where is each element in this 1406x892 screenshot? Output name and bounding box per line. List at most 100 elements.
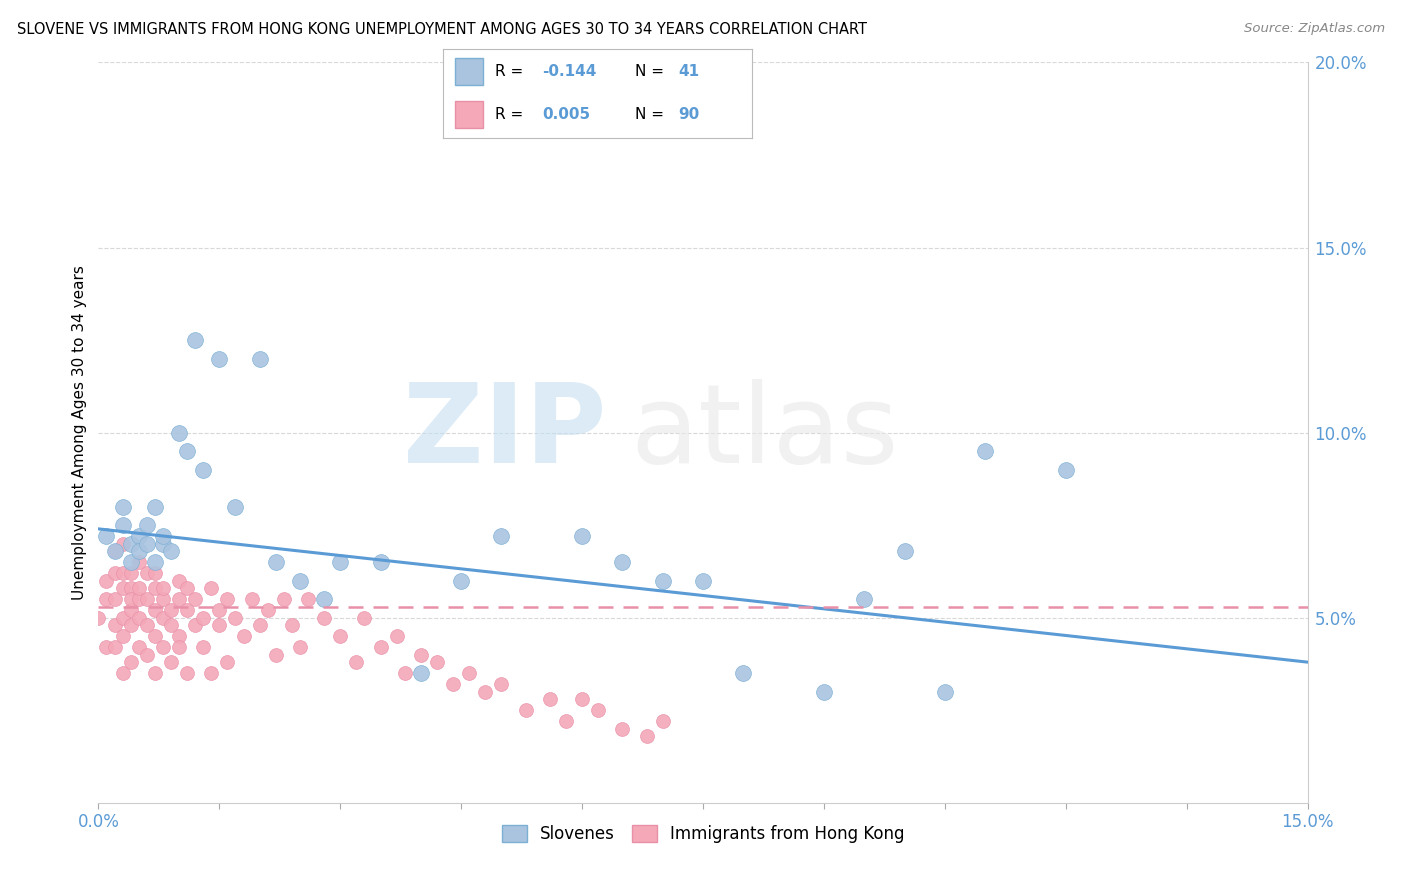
Point <box>143 603 166 617</box>
Point <box>160 603 183 617</box>
Point <box>217 592 239 607</box>
Point <box>143 581 166 595</box>
Point <box>256 603 278 617</box>
Point <box>111 566 134 581</box>
Point <box>353 610 375 624</box>
Point <box>586 703 609 717</box>
Point <box>264 555 287 569</box>
Point <box>167 425 190 440</box>
Legend: Slovenes, Immigrants from Hong Kong: Slovenes, Immigrants from Hong Kong <box>495 819 911 850</box>
Point <box>344 655 367 669</box>
Point <box>385 629 408 643</box>
Point <box>176 666 198 681</box>
Point <box>692 574 714 588</box>
Point <box>120 566 142 581</box>
Point <box>111 610 134 624</box>
Point <box>636 729 658 743</box>
Text: 90: 90 <box>678 107 699 121</box>
Point <box>441 677 464 691</box>
Point <box>249 618 271 632</box>
Point <box>152 592 174 607</box>
FancyBboxPatch shape <box>456 58 484 85</box>
Point <box>208 618 231 632</box>
Point <box>538 692 561 706</box>
Point <box>120 592 142 607</box>
Point <box>167 592 190 607</box>
Point <box>288 640 311 655</box>
Point <box>200 666 222 681</box>
Point <box>612 722 634 736</box>
Point <box>152 529 174 543</box>
Point <box>96 640 118 655</box>
Point <box>111 581 134 595</box>
Point <box>120 581 142 595</box>
Text: atlas: atlas <box>630 379 898 486</box>
Point <box>893 544 915 558</box>
Point <box>281 618 304 632</box>
Text: 0.005: 0.005 <box>541 107 591 121</box>
Text: Source: ZipAtlas.com: Source: ZipAtlas.com <box>1244 22 1385 36</box>
Point <box>128 555 150 569</box>
Point <box>297 592 319 607</box>
Point <box>193 462 215 476</box>
FancyBboxPatch shape <box>456 101 484 128</box>
Point <box>184 618 207 632</box>
Point <box>193 610 215 624</box>
Point <box>176 581 198 595</box>
Point <box>571 692 593 706</box>
Point <box>450 574 472 588</box>
Point <box>128 592 150 607</box>
Point <box>143 666 166 681</box>
Point <box>135 518 157 533</box>
Point <box>224 610 246 624</box>
Point <box>135 566 157 581</box>
Text: N =: N = <box>634 107 664 121</box>
Point <box>426 655 449 669</box>
Point <box>96 592 118 607</box>
Point <box>217 655 239 669</box>
Point <box>120 603 142 617</box>
Point <box>651 574 673 588</box>
Point <box>103 544 125 558</box>
Point <box>128 640 150 655</box>
Point <box>314 610 336 624</box>
Point <box>813 685 835 699</box>
Point <box>273 592 295 607</box>
Point <box>135 618 157 632</box>
Point <box>111 629 134 643</box>
Point <box>934 685 956 699</box>
Point <box>128 529 150 543</box>
Point <box>370 640 392 655</box>
Point <box>288 574 311 588</box>
Point <box>974 444 997 458</box>
Point <box>240 592 263 607</box>
Point <box>152 610 174 624</box>
Point <box>120 655 142 669</box>
Point <box>167 640 190 655</box>
Point <box>103 618 125 632</box>
Point <box>103 544 125 558</box>
Point <box>143 629 166 643</box>
Point <box>491 529 513 543</box>
Point <box>135 592 157 607</box>
Text: SLOVENE VS IMMIGRANTS FROM HONG KONG UNEMPLOYMENT AMONG AGES 30 TO 34 YEARS CORR: SLOVENE VS IMMIGRANTS FROM HONG KONG UNE… <box>17 22 868 37</box>
Point <box>120 536 142 550</box>
Point <box>152 640 174 655</box>
Point <box>853 592 876 607</box>
Point <box>103 566 125 581</box>
Point <box>193 640 215 655</box>
Point <box>184 592 207 607</box>
Point <box>1054 462 1077 476</box>
Point <box>152 581 174 595</box>
Text: R =: R = <box>495 64 523 78</box>
Point <box>184 333 207 347</box>
Point <box>370 555 392 569</box>
Text: N =: N = <box>634 64 664 78</box>
Point <box>111 666 134 681</box>
Point <box>394 666 416 681</box>
Text: R =: R = <box>495 107 523 121</box>
Point <box>160 618 183 632</box>
Point <box>612 555 634 569</box>
Point <box>111 500 134 514</box>
Point <box>555 714 578 729</box>
